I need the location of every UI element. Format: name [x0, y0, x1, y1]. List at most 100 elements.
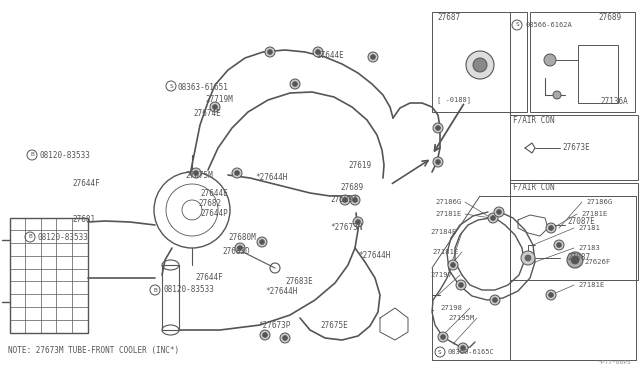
Text: F/AIR CON: F/AIR CON — [513, 183, 555, 192]
Circle shape — [433, 157, 443, 167]
Text: 27689: 27689 — [340, 183, 363, 192]
Text: 27675M: 27675M — [185, 170, 212, 180]
Text: 27644E: 27644E — [200, 189, 228, 198]
Text: ^P77*00P5: ^P77*00P5 — [598, 359, 632, 365]
Text: 27687: 27687 — [437, 13, 460, 22]
Circle shape — [353, 217, 363, 227]
Text: 27195M: 27195M — [448, 315, 474, 321]
Circle shape — [440, 334, 445, 340]
Text: S: S — [515, 22, 519, 28]
Circle shape — [488, 213, 498, 223]
Text: 27186G: 27186G — [586, 199, 612, 205]
Circle shape — [553, 91, 561, 99]
Text: 27689A: 27689A — [330, 196, 358, 205]
Text: 27689: 27689 — [598, 13, 621, 22]
Text: *27644H: *27644H — [265, 288, 298, 296]
Text: *27673N: *27673N — [330, 224, 362, 232]
Circle shape — [567, 252, 583, 268]
Circle shape — [466, 51, 494, 79]
Circle shape — [490, 215, 495, 221]
Circle shape — [371, 55, 376, 60]
Text: 27674E: 27674E — [193, 109, 221, 118]
Circle shape — [570, 255, 580, 265]
Text: F/AIR CON: F/AIR CON — [513, 115, 555, 125]
Circle shape — [260, 330, 270, 340]
Circle shape — [350, 195, 360, 205]
Circle shape — [546, 223, 556, 233]
Circle shape — [313, 47, 323, 57]
Circle shape — [268, 49, 273, 55]
Circle shape — [234, 170, 239, 176]
Text: 27644F: 27644F — [195, 273, 223, 282]
Text: 27682: 27682 — [198, 199, 221, 208]
Text: 08120-83533: 08120-83533 — [163, 285, 214, 295]
Bar — [162, 265, 179, 330]
Circle shape — [497, 209, 502, 215]
Text: 08566-6162A: 08566-6162A — [525, 22, 572, 28]
Circle shape — [193, 170, 198, 176]
Circle shape — [548, 225, 554, 231]
Text: [ -0188]: [ -0188] — [437, 97, 471, 103]
Circle shape — [235, 243, 245, 253]
Circle shape — [340, 195, 350, 205]
Circle shape — [451, 263, 456, 267]
Text: 08120-83533: 08120-83533 — [38, 232, 89, 241]
Text: 27186G: 27186G — [435, 199, 461, 205]
Text: 27680M: 27680M — [228, 234, 256, 243]
Text: 27681: 27681 — [72, 215, 95, 224]
Circle shape — [257, 237, 267, 247]
Circle shape — [355, 219, 360, 224]
Text: *27644H: *27644H — [255, 173, 287, 183]
Text: 27675E: 27675E — [320, 321, 348, 330]
Circle shape — [521, 251, 535, 265]
Circle shape — [438, 332, 448, 342]
Text: 27183: 27183 — [578, 245, 600, 251]
Text: 27644P: 27644P — [200, 208, 228, 218]
Text: 27626F: 27626F — [584, 259, 611, 265]
Circle shape — [232, 168, 242, 178]
Circle shape — [557, 243, 561, 247]
Circle shape — [490, 295, 500, 305]
Circle shape — [316, 49, 321, 55]
Circle shape — [458, 343, 468, 353]
Circle shape — [435, 160, 440, 164]
Text: 27087E: 27087E — [567, 218, 595, 227]
Circle shape — [259, 240, 264, 244]
Text: NOTE: 27673M TUBE-FRONT COOLER (INC*): NOTE: 27673M TUBE-FRONT COOLER (INC*) — [8, 346, 179, 355]
Circle shape — [493, 298, 497, 302]
Circle shape — [282, 336, 287, 340]
Circle shape — [212, 105, 218, 109]
Bar — [432, 12, 527, 112]
Circle shape — [525, 255, 531, 261]
Text: 27683E: 27683E — [285, 278, 313, 286]
Bar — [530, 12, 635, 112]
Circle shape — [262, 333, 268, 337]
Circle shape — [280, 333, 290, 343]
Text: 27181E: 27181E — [432, 249, 458, 255]
Text: 27087: 27087 — [567, 253, 590, 263]
Circle shape — [546, 290, 556, 300]
Text: B: B — [28, 234, 32, 240]
Circle shape — [456, 280, 466, 290]
Circle shape — [433, 123, 443, 133]
Circle shape — [292, 81, 298, 87]
Text: 27136A: 27136A — [600, 97, 628, 106]
Text: 27673E: 27673E — [562, 144, 589, 153]
Circle shape — [290, 79, 300, 89]
Text: B: B — [153, 288, 157, 292]
Text: 27644F: 27644F — [72, 179, 100, 187]
Circle shape — [448, 260, 458, 270]
Circle shape — [210, 102, 220, 112]
Text: 27197: 27197 — [430, 272, 452, 278]
Circle shape — [342, 198, 348, 202]
Circle shape — [461, 346, 465, 350]
Circle shape — [458, 282, 463, 288]
Text: 27644E: 27644E — [316, 51, 344, 60]
Text: 27619: 27619 — [348, 160, 371, 170]
Circle shape — [494, 207, 504, 217]
Text: 27181E: 27181E — [578, 282, 604, 288]
Circle shape — [473, 58, 487, 72]
Text: B: B — [30, 153, 34, 157]
Text: 27198: 27198 — [440, 305, 462, 311]
Circle shape — [554, 240, 564, 250]
